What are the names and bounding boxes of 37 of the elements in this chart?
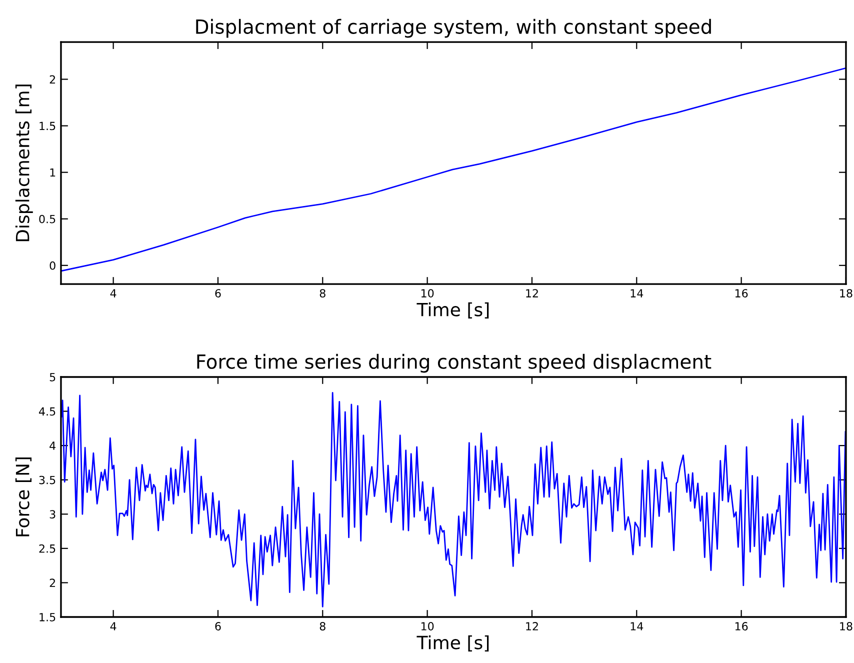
x-tick-label: 14 xyxy=(630,289,644,298)
y-tick-label: 3 xyxy=(50,510,56,519)
y-tick-label: 0 xyxy=(50,261,56,270)
y-tick-label: 0.5 xyxy=(39,214,56,224)
x-tick-label: 18 xyxy=(840,289,852,298)
y-tick-label: 2 xyxy=(50,75,55,84)
x-tick-label: 16 xyxy=(735,289,748,298)
x-tick-label: 12 xyxy=(526,289,538,298)
y-axis-title: Displacments [m] xyxy=(15,84,33,242)
x-tick-label: 8 xyxy=(320,622,326,630)
y-tick-label: 1.5 xyxy=(40,613,56,622)
x-tick-label: 10 xyxy=(421,622,434,630)
x-tick-label: 4 xyxy=(110,622,116,630)
x-tick-label: 8 xyxy=(320,289,326,298)
x-tick-label: 4 xyxy=(110,289,116,298)
y-tick-label: 2 xyxy=(50,578,55,587)
x-tick-label: 6 xyxy=(215,622,221,630)
x-tick-label: 12 xyxy=(526,622,538,630)
line-series xyxy=(60,392,846,608)
y-tick-label: 1.5 xyxy=(40,122,56,130)
y-tick-label: 4 xyxy=(50,442,56,450)
x-tick-label: 10 xyxy=(421,289,434,298)
y-axis-title: Force [N] xyxy=(15,457,32,536)
x-axis-title: Time [s] xyxy=(416,302,489,319)
y-tick-label: 5 xyxy=(50,373,56,382)
y-tick-label: 2.5 xyxy=(39,544,56,553)
x-tick-label: 18 xyxy=(840,622,852,630)
x-tick-label: 14 xyxy=(630,622,644,630)
chart-title: Force time series during constant speed displacment xyxy=(197,354,712,373)
y-tick-label: 3.5 xyxy=(39,476,56,484)
y-tick-label: 4.5 xyxy=(38,407,56,416)
y-tick-label: 1 xyxy=(50,168,56,177)
chart-title: Displacment of carriage system, with constant speed xyxy=(196,18,711,38)
x-tick-label: 6 xyxy=(215,289,221,298)
line-series xyxy=(60,67,846,272)
x-axis-title: Time [s] xyxy=(416,635,489,652)
x-tick-label: 16 xyxy=(735,622,748,630)
